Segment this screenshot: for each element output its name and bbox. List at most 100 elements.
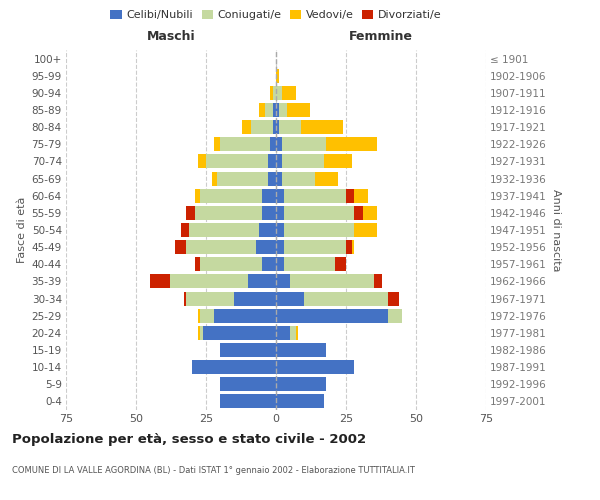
Bar [287, 103, 310, 117]
Bar [281, 154, 323, 168]
Bar [323, 154, 352, 168]
Bar [276, 360, 355, 374]
Bar [276, 172, 281, 185]
Bar [284, 240, 346, 254]
Legend: Celibi/Nubili, Coniugati/e, Vedovi/e, Divorziati/e: Celibi/Nubili, Coniugati/e, Vedovi/e, Di… [106, 6, 446, 25]
Bar [279, 103, 287, 117]
Bar [276, 343, 326, 357]
Bar [284, 258, 335, 272]
Bar [189, 223, 259, 237]
Bar [374, 274, 377, 288]
Bar [175, 240, 187, 254]
Bar [220, 138, 271, 151]
Bar [170, 274, 248, 288]
Bar [284, 223, 355, 237]
Bar [214, 138, 220, 151]
Bar [206, 154, 268, 168]
Bar [276, 308, 388, 322]
Bar [276, 326, 290, 340]
Bar [388, 308, 402, 322]
Bar [212, 172, 217, 185]
Bar [273, 103, 276, 117]
Bar [262, 188, 276, 202]
Bar [315, 172, 338, 185]
Bar [276, 223, 284, 237]
Bar [187, 206, 195, 220]
Bar [265, 103, 273, 117]
Bar [248, 274, 276, 288]
Bar [268, 154, 276, 168]
Bar [217, 172, 268, 185]
Bar [181, 223, 189, 237]
Bar [355, 206, 377, 220]
Text: COMUNE DI LA VALLE AGORDINA (BL) - Dati ISTAT 1° gennaio 2002 - Elaborazione TUT: COMUNE DI LA VALLE AGORDINA (BL) - Dati … [12, 466, 415, 475]
Bar [355, 206, 363, 220]
Bar [276, 120, 279, 134]
Bar [187, 240, 256, 254]
Bar [197, 154, 206, 168]
Text: Popolazione per età, sesso e stato civile - 2002: Popolazione per età, sesso e stato civil… [12, 432, 366, 446]
Bar [268, 172, 276, 185]
Bar [195, 258, 200, 272]
Bar [259, 103, 265, 117]
Bar [335, 258, 343, 272]
Bar [150, 274, 170, 288]
Bar [281, 138, 326, 151]
Bar [290, 326, 296, 340]
Bar [197, 308, 200, 322]
Bar [284, 206, 355, 220]
Bar [346, 188, 368, 202]
Bar [276, 154, 281, 168]
Bar [259, 223, 276, 237]
Bar [355, 223, 377, 237]
Text: Maschi: Maschi [146, 30, 196, 43]
Bar [273, 120, 276, 134]
Bar [273, 86, 276, 100]
Bar [346, 240, 355, 254]
Bar [256, 240, 276, 254]
Bar [200, 308, 214, 322]
Bar [276, 258, 284, 272]
Bar [220, 394, 276, 408]
Bar [276, 103, 279, 117]
Bar [195, 206, 262, 220]
Bar [276, 292, 304, 306]
Bar [279, 120, 301, 134]
Bar [335, 258, 346, 272]
Bar [276, 138, 281, 151]
Bar [346, 240, 352, 254]
Bar [281, 86, 296, 100]
Bar [214, 308, 276, 322]
Bar [301, 120, 343, 134]
Bar [296, 326, 298, 340]
Bar [203, 326, 276, 340]
Bar [290, 274, 374, 288]
Bar [276, 86, 281, 100]
Bar [184, 292, 187, 306]
Bar [276, 394, 323, 408]
Bar [276, 188, 284, 202]
Y-axis label: Anni di nascita: Anni di nascita [551, 188, 561, 271]
Bar [195, 188, 200, 202]
Bar [304, 292, 388, 306]
Bar [271, 86, 273, 100]
Bar [281, 172, 315, 185]
Bar [197, 326, 200, 340]
Bar [276, 240, 284, 254]
Bar [187, 292, 234, 306]
Bar [326, 138, 377, 151]
Bar [192, 360, 276, 374]
Bar [388, 292, 391, 306]
Bar [220, 343, 276, 357]
Bar [346, 188, 355, 202]
Bar [262, 206, 276, 220]
Bar [284, 188, 346, 202]
Y-axis label: Fasce di età: Fasce di età [17, 197, 28, 263]
Bar [262, 258, 276, 272]
Bar [276, 68, 279, 82]
Bar [200, 326, 203, 340]
Bar [271, 138, 276, 151]
Bar [251, 120, 273, 134]
Bar [276, 378, 326, 392]
Text: Femmine: Femmine [349, 30, 413, 43]
